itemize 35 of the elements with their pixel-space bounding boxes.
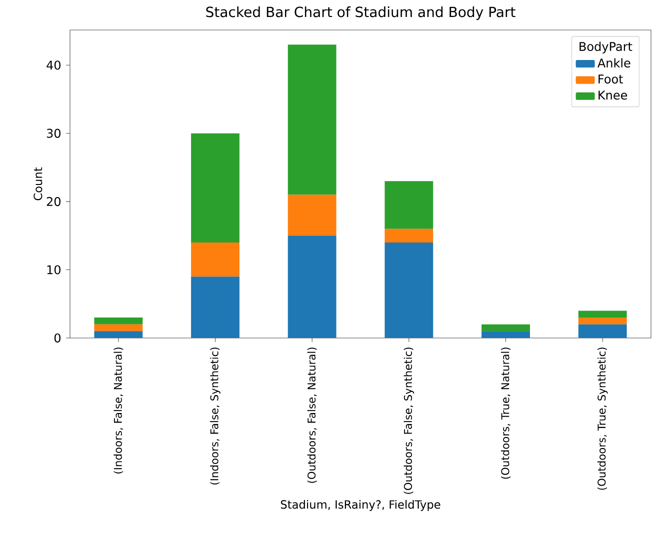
bar xyxy=(384,181,434,229)
bar xyxy=(482,324,530,332)
x-tick-label: (Indoors, False, Natural) xyxy=(114,348,124,474)
bar xyxy=(578,318,627,324)
bar xyxy=(191,242,240,277)
y-tick-label: 10 xyxy=(47,265,60,274)
legend-label: Knee xyxy=(598,90,628,100)
legend-label: Foot xyxy=(598,74,624,84)
bar xyxy=(94,318,143,324)
bar xyxy=(288,194,336,236)
x-tick-label: (Outdoors, True, Synthetic) xyxy=(597,348,608,490)
x-tick-label: (Indoors, False, Synthetic) xyxy=(210,348,220,484)
bar xyxy=(191,276,240,338)
bar xyxy=(94,331,143,338)
bar xyxy=(191,133,240,242)
bar xyxy=(482,331,530,338)
legend-label: Ankle xyxy=(598,58,630,68)
bar xyxy=(384,242,434,338)
y-tick-label: 40 xyxy=(46,60,60,70)
bar xyxy=(384,228,434,242)
bar xyxy=(288,236,336,338)
y-tick-label: 20 xyxy=(46,197,60,206)
chart-title: Stacked Bar Chart of Stadium and Body Part xyxy=(206,6,516,20)
x-tick-label: (Outdoors, False, Synthetic) xyxy=(404,348,414,494)
y-axis-title: Count xyxy=(34,167,42,200)
x-axis-title: Stadium, IsRainy?, FieldType xyxy=(280,500,440,511)
bar xyxy=(578,324,627,338)
bar xyxy=(94,324,143,332)
y-tick-label: 30 xyxy=(46,128,60,138)
legend-title: BodyPart xyxy=(580,42,632,54)
x-tick-label: (Outdoors, True, Natural) xyxy=(501,348,510,479)
y-tick-label: 0 xyxy=(54,333,60,343)
bar xyxy=(578,310,627,318)
bar xyxy=(288,44,336,195)
x-tick-label: (Outdoors, False, Natural) xyxy=(307,348,317,483)
